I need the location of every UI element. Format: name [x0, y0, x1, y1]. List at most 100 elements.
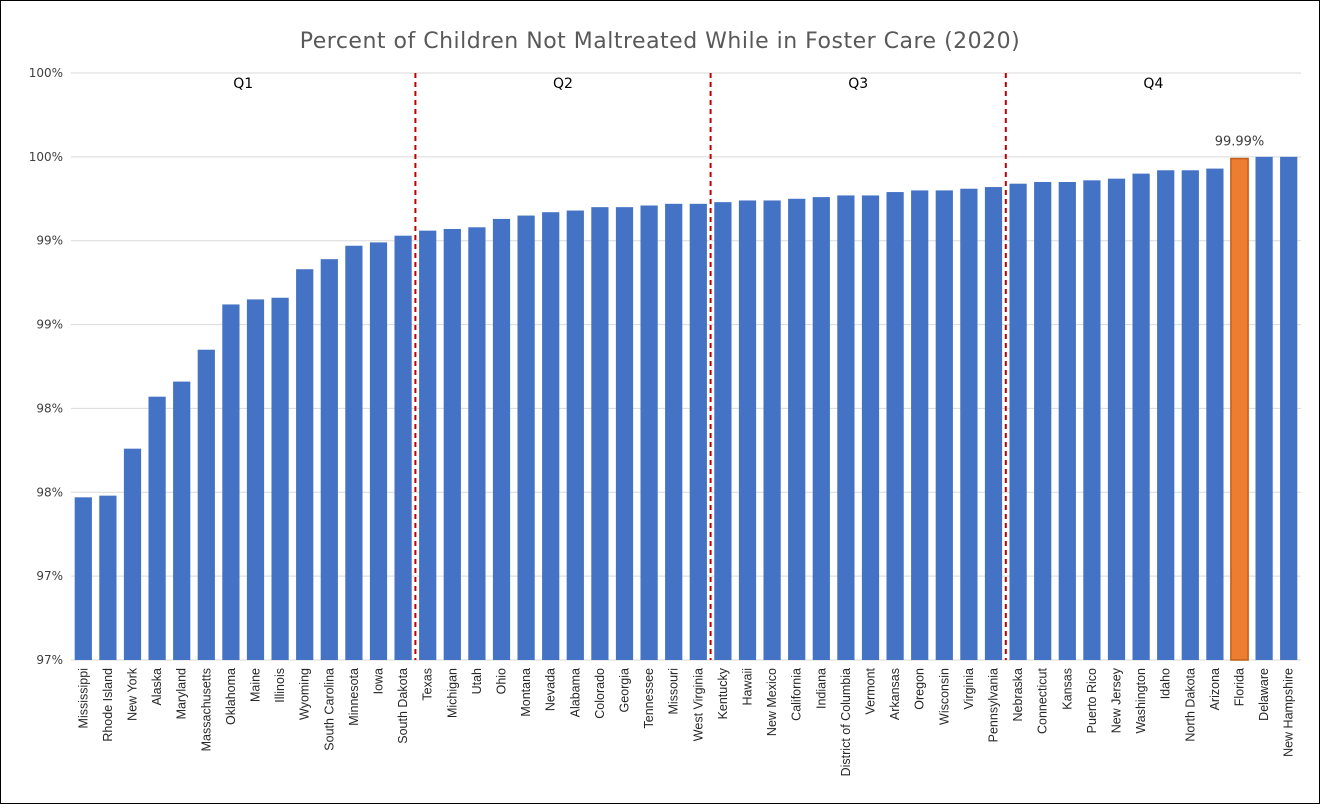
x-tick-label: Puerto Rico: [1085, 668, 1099, 733]
bar-connecticut: [1034, 182, 1052, 660]
x-tick-label: Vermont: [864, 667, 878, 714]
bar-california: [788, 198, 806, 661]
bar-oregon: [911, 190, 929, 660]
x-tick-label: South Dakota: [396, 668, 410, 744]
bar-alabama: [566, 210, 584, 661]
chart-title: Percent of Children Not Maltreated While…: [300, 29, 1021, 54]
x-tick-label: Michigan: [445, 668, 459, 718]
x-tick-label: Florida: [1233, 668, 1247, 706]
x-tick-label: Massachusetts: [199, 668, 213, 751]
bar-nevada: [542, 212, 560, 660]
bar-district-of-columbia: [837, 195, 855, 660]
bar-minnesota: [345, 245, 363, 660]
bar-virginia: [960, 188, 978, 661]
bar-texas: [419, 230, 437, 660]
x-tick-label: Delaware: [1257, 668, 1271, 721]
bar-kansas: [1058, 182, 1076, 660]
y-axis-ticks: 97% 97% 98% 98% 99% 99% 100% 100%: [29, 66, 63, 667]
bar-colorado: [591, 207, 609, 660]
x-tick-label: Kansas: [1060, 668, 1074, 710]
bar-vermont: [861, 195, 880, 660]
x-tick-label: Illinois: [273, 668, 287, 703]
x-tick-label: Iowa: [372, 668, 386, 694]
bar-west-virginia: [689, 203, 707, 660]
x-tick-label: Oregon: [913, 668, 927, 710]
x-tick-label: New York: [126, 667, 140, 721]
bar-michigan: [443, 228, 461, 660]
x-tick-label: Oklahoma: [224, 668, 238, 725]
x-tick-label: New Hampshire: [1282, 668, 1296, 757]
x-tick-label: Wyoming: [298, 668, 312, 720]
y-tick-label: 97%: [36, 653, 63, 667]
bar-ohio: [492, 218, 511, 660]
quartile-dividers: [414, 73, 1007, 660]
quartile-labels: Q1 Q2 Q3 Q4: [233, 76, 1163, 92]
x-tick-label: Kentucky: [716, 667, 730, 719]
bar-montana: [517, 215, 535, 661]
bar-pennsylvania: [984, 187, 1003, 660]
x-tick-label: Connecticut: [1036, 667, 1050, 734]
bar-new-mexico: [763, 200, 781, 660]
x-tick-label: Montana: [519, 668, 533, 717]
x-tick-label: Tennessee: [642, 668, 656, 729]
bar-wyoming: [296, 269, 314, 660]
bar-maryland: [173, 381, 191, 660]
x-tick-label: Nevada: [544, 668, 558, 711]
x-tick-label: South Carolina: [322, 668, 336, 751]
bar-indiana: [812, 197, 830, 660]
x-tick-label: Hawaii: [741, 668, 755, 706]
x-tick-label: Alabama: [568, 668, 582, 717]
y-tick-label: 99%: [36, 318, 63, 332]
bar-missouri: [665, 203, 683, 660]
bar-illinois: [271, 297, 289, 660]
x-tick-label: Virginia: [962, 668, 976, 710]
x-tick-label: Utah: [470, 668, 484, 694]
bar-arizona: [1206, 168, 1224, 660]
x-tick-label: Maine: [249, 668, 263, 702]
x-tick-label: Mississippi: [76, 668, 90, 728]
y-tick-label: 100%: [29, 66, 63, 80]
bar-new-jersey: [1107, 178, 1126, 660]
bar-tennessee: [640, 205, 658, 660]
y-tick-label: 100%: [29, 150, 63, 164]
bar-wisconsin: [935, 190, 953, 660]
bar-arkansas: [886, 192, 904, 660]
x-tick-label: Colorado: [593, 668, 607, 719]
bar-idaho: [1157, 170, 1175, 660]
x-tick-label: California: [790, 668, 804, 721]
bar-hawaii: [738, 200, 757, 660]
quartile-label: Q1: [233, 76, 253, 92]
x-tick-label: New Jersey: [1110, 667, 1124, 733]
bar-north-dakota: [1181, 170, 1199, 660]
x-tick-label: Rhode Island: [101, 668, 115, 742]
bar-utah: [468, 227, 486, 660]
y-tick-label: 99%: [36, 234, 63, 248]
x-tick-label: Idaho: [1159, 668, 1173, 699]
bar-rhode-island: [99, 495, 117, 660]
quartile-label: Q4: [1143, 76, 1163, 92]
bar-south-dakota: [394, 235, 412, 660]
bar-puerto-rico: [1083, 180, 1101, 660]
bar-maine: [246, 299, 265, 660]
quartile-label: Q2: [553, 76, 573, 92]
x-tick-label: North Dakota: [1183, 668, 1197, 742]
bar-iowa: [369, 242, 388, 661]
bar-new-hampshire: [1280, 156, 1298, 660]
x-tick-label: Texas: [421, 668, 435, 701]
bar-georgia: [615, 207, 634, 660]
bar-oklahoma: [222, 304, 240, 660]
data-labels: 99.99%: [1215, 135, 1265, 150]
x-tick-label: Washington: [1134, 668, 1148, 734]
bar-alaska: [148, 396, 166, 660]
y-tick-label: 98%: [36, 485, 63, 499]
bar-new-york: [123, 448, 142, 660]
quartile-label: Q3: [848, 76, 868, 92]
bar-kentucky: [714, 202, 732, 660]
bar-mississippi: [74, 497, 92, 660]
x-tick-label: Pennsylvania: [987, 668, 1001, 742]
data-label: 99.99%: [1215, 135, 1265, 150]
x-tick-label: Nebraska: [1011, 668, 1025, 722]
bars: [74, 156, 1298, 661]
x-tick-label: District of Columbia: [839, 668, 853, 776]
